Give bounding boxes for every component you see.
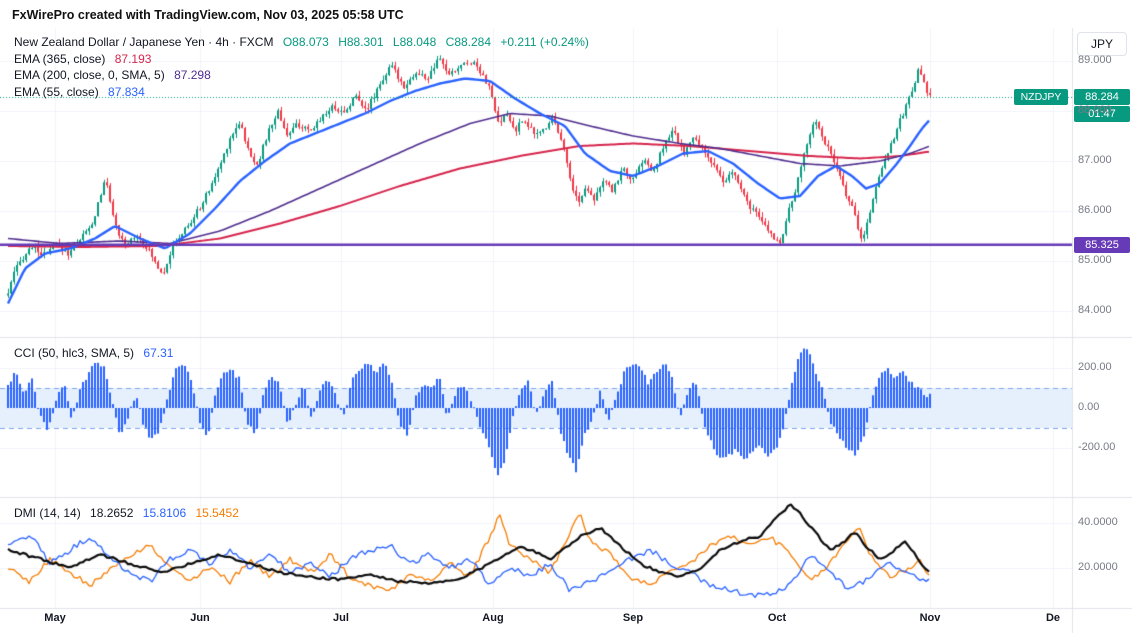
cci-value: 67.31 xyxy=(143,346,174,360)
dmi-minus-di-value: 15.5452 xyxy=(195,506,239,520)
ema200-label[interactable]: EMA (200, close, 0, SMA, 5) xyxy=(14,68,165,82)
dmi-tick-label: 20.0000 xyxy=(1078,561,1118,573)
time-axis-label: May xyxy=(44,612,66,624)
dmi-tick-label: 40.0000 xyxy=(1078,516,1118,528)
price-tick-label: 89.000 xyxy=(1078,54,1112,66)
support-price-badge: 85.325 xyxy=(1074,236,1130,253)
time-axis-label: Jul xyxy=(333,612,349,624)
change-value: +0.211 (+0.24%) xyxy=(500,35,589,49)
ema365-value: 87.193 xyxy=(114,51,152,66)
price-tick-label: 86.000 xyxy=(1078,204,1112,216)
dmi-legend-row: DMI (14, 14) 18.2652 15.8106 15.5452 xyxy=(14,505,239,522)
ema365-legend-row: EMA (365, close) 87.193 xyxy=(14,51,589,68)
time-axis-label: Oct xyxy=(767,612,787,624)
ema55-value: 87.834 xyxy=(108,84,145,99)
high-value: H88.301 xyxy=(338,35,384,49)
ema55-legend-row: EMA (55, close) 87.834 xyxy=(14,84,589,101)
dmi-adx-value: 18.2652 xyxy=(90,506,134,520)
cci-tick-label: 0.00 xyxy=(1078,401,1100,413)
cci-legend: CCI (50, hlc3, SMA, 5) 67.31 xyxy=(14,345,173,362)
symbol-ohlc-row: New Zealand Dollar / Japanese Yen · 4h ·… xyxy=(14,34,589,51)
ema365-label[interactable]: EMA (365, close) xyxy=(14,51,106,66)
low-value: L88.048 xyxy=(392,35,437,49)
time-axis-label: Jun xyxy=(190,612,210,624)
time-axis-label: Nov xyxy=(919,612,941,624)
symbol-price-tag: NZDJPY xyxy=(1014,88,1068,105)
close-value: C88.284 xyxy=(445,35,492,49)
last-price-badge: 88.284 xyxy=(1074,88,1130,105)
cci-tick-label: 200.00 xyxy=(1078,361,1112,373)
main-chart-legend: New Zealand Dollar / Japanese Yen · 4h ·… xyxy=(14,34,589,100)
price-tick-label: 84.000 xyxy=(1078,304,1112,316)
cci-legend-row: CCI (50, hlc3, SMA, 5) 67.31 xyxy=(14,345,173,362)
dmi-label[interactable]: DMI (14, 14) xyxy=(14,506,81,520)
attribution-text: FxWirePro created with TradingView.com, … xyxy=(12,8,404,22)
price-tick-label: 88.000 xyxy=(1078,104,1112,116)
currency-axis-button[interactable]: JPY xyxy=(1077,32,1127,56)
ema55-label[interactable]: EMA (55, close) xyxy=(14,84,99,99)
cci-label[interactable]: CCI (50, hlc3, SMA, 5) xyxy=(14,346,135,360)
time-axis-label: De xyxy=(1045,612,1061,624)
dmi-plus-di-value: 15.8106 xyxy=(142,506,187,520)
cci-tick-label: -200.00 xyxy=(1078,441,1116,453)
ema200-value: 87.298 xyxy=(174,68,211,82)
ema200-legend-row: EMA (200, close, 0, SMA, 5) 87.298 xyxy=(14,67,589,84)
countdown-badge: 01:47 xyxy=(1074,105,1130,122)
dmi-legend: DMI (14, 14) 18.2652 15.8106 15.5452 xyxy=(14,505,239,522)
price-tick-label: 87.000 xyxy=(1078,154,1112,166)
open-value: O88.073 xyxy=(282,35,329,49)
symbol-title[interactable]: New Zealand Dollar / Japanese Yen · 4h ·… xyxy=(14,35,274,49)
price-tick-label: 85.000 xyxy=(1078,254,1112,266)
time-axis-label: Aug xyxy=(482,612,504,624)
time-axis-label: Sep xyxy=(622,612,644,624)
